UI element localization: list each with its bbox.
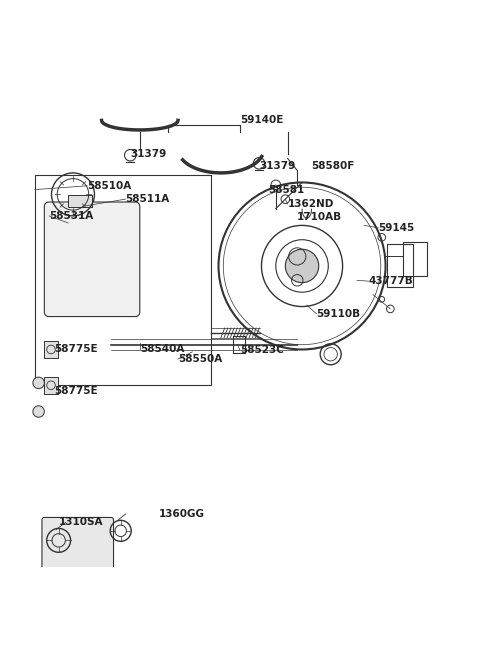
Text: 59145: 59145 [378, 223, 415, 233]
Text: 58511A: 58511A [125, 194, 170, 204]
Text: 58531A: 58531A [49, 211, 94, 221]
FancyBboxPatch shape [42, 518, 114, 583]
FancyBboxPatch shape [44, 202, 140, 317]
Text: 58775E: 58775E [54, 386, 97, 396]
Text: 43777B: 43777B [369, 276, 414, 286]
Text: 58523C: 58523C [240, 346, 284, 356]
Circle shape [33, 377, 44, 388]
Bar [44, 377, 58, 394]
Bar [68, 195, 92, 207]
Text: 58581: 58581 [269, 184, 305, 195]
Text: 58775E: 58775E [54, 344, 97, 354]
Text: 58580F: 58580F [312, 161, 355, 171]
Text: 58550A: 58550A [178, 354, 222, 364]
Text: 1310SA: 1310SA [59, 517, 103, 527]
Circle shape [285, 249, 319, 283]
Circle shape [33, 406, 44, 417]
Text: 58540A: 58540A [140, 344, 184, 354]
Bar [403, 242, 427, 276]
Text: 31379: 31379 [130, 149, 167, 159]
Text: 1360GG: 1360GG [159, 509, 205, 519]
Text: 1710AB: 1710AB [297, 212, 342, 222]
Text: 31379: 31379 [259, 161, 295, 171]
Bar [35, 175, 211, 385]
Bar [386, 245, 413, 287]
Text: 1362ND: 1362ND [288, 199, 334, 209]
Text: 59140E: 59140E [240, 115, 283, 125]
Text: 59110B: 59110B [316, 309, 360, 319]
Text: 58510A: 58510A [87, 181, 132, 191]
Bar [44, 341, 58, 358]
